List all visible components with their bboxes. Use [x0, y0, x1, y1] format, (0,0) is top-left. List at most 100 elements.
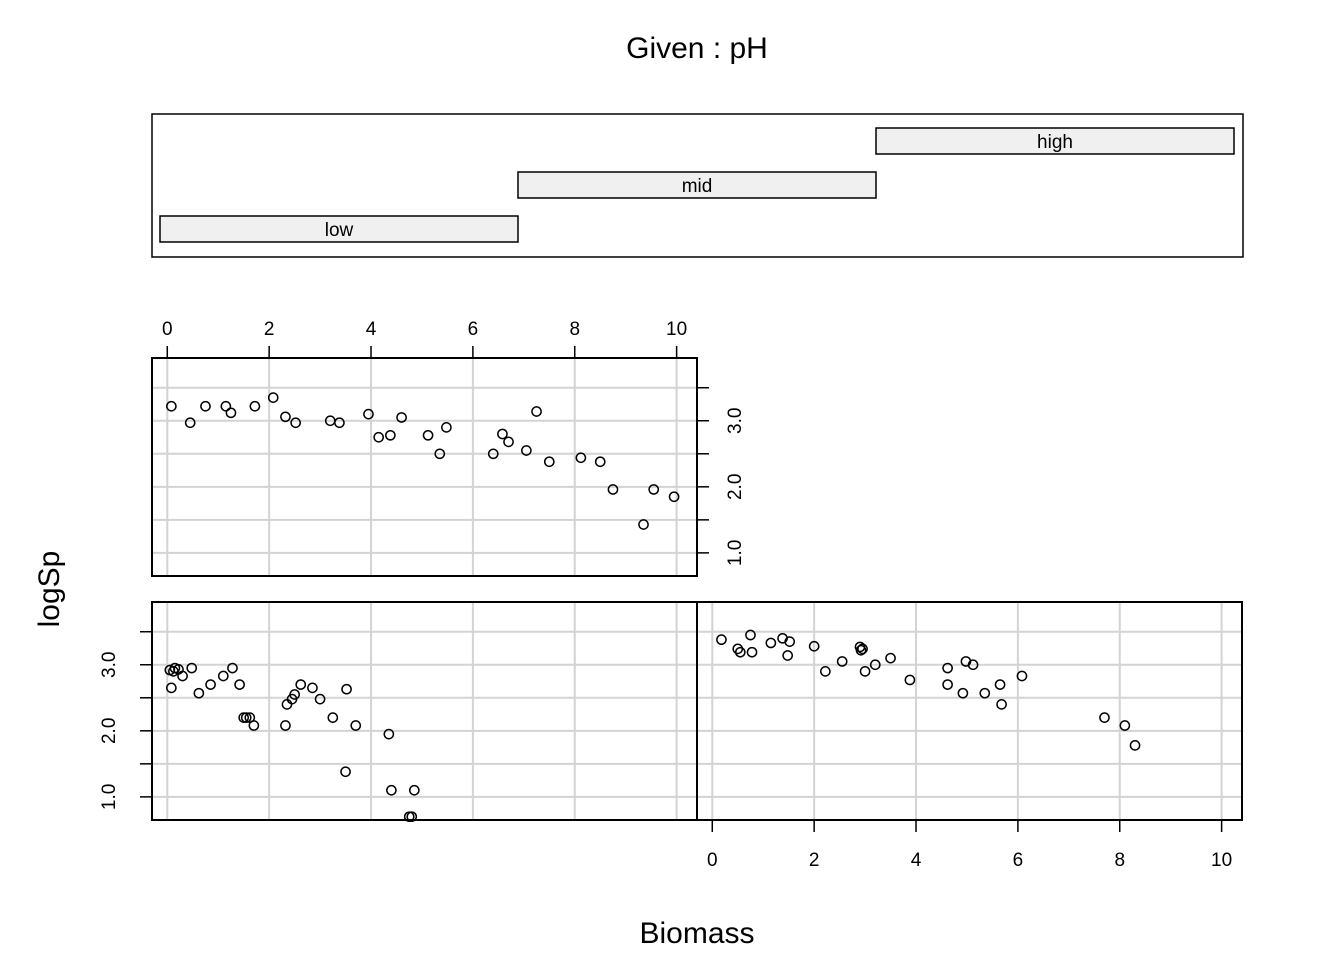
data-point [859, 666, 871, 677]
data-point [166, 682, 177, 694]
data-point [225, 407, 237, 419]
x-tick-label: 4 [911, 850, 922, 871]
x-tick-label: 2 [264, 319, 275, 340]
data-point [745, 629, 756, 641]
data-point [808, 640, 820, 652]
data-point [350, 720, 362, 731]
data-point [314, 693, 326, 705]
data-point [996, 699, 1007, 710]
data-point [434, 448, 446, 460]
data-point [307, 682, 318, 694]
data-point [205, 679, 216, 690]
data-point [240, 712, 252, 723]
y-tick-label: 2.0 [725, 474, 746, 500]
panel-frame-low [151, 601, 698, 821]
data-point [200, 400, 211, 412]
given-panel-frame [151, 113, 1244, 258]
data-point [531, 406, 542, 417]
scatter-panels [151, 357, 1243, 823]
panel-high [696, 601, 1243, 821]
data-point [942, 662, 953, 674]
data-point [857, 643, 868, 655]
data-point [280, 411, 291, 423]
panel-frame-high [696, 601, 1243, 821]
x-tick-label: 8 [1114, 850, 1125, 871]
data-point [765, 637, 777, 649]
data-point [904, 674, 916, 686]
data-point [408, 784, 420, 796]
data-point [385, 429, 396, 441]
data-point [281, 699, 293, 710]
data-point [732, 643, 744, 655]
data-point [497, 428, 508, 440]
data-point [217, 670, 229, 682]
data-point [227, 662, 238, 674]
data-point [334, 417, 345, 429]
data-point [1129, 740, 1141, 751]
x-tick-label: 10 [666, 319, 687, 340]
data-point [341, 683, 352, 695]
data-point [441, 422, 452, 433]
data-point [957, 687, 969, 699]
data-point [855, 644, 867, 656]
data-point [638, 519, 649, 530]
data-point [396, 412, 407, 423]
data-point [782, 650, 794, 661]
data-point [267, 392, 279, 403]
panel-frame-mid [151, 357, 698, 577]
x-tick-label: 0 [162, 319, 173, 340]
data-point [784, 636, 796, 647]
data-point [869, 659, 881, 671]
y-tick-label: 3.0 [725, 408, 746, 434]
data-point [994, 679, 1006, 690]
data-point [363, 408, 374, 420]
given-bar-label-low: low [325, 220, 354, 241]
data-point [487, 448, 499, 460]
data-point [280, 720, 291, 731]
x-tick-label: 8 [569, 319, 580, 340]
panel-mid [151, 357, 698, 577]
y-tick-label: 3.0 [99, 652, 120, 678]
y-tick-label: 2.0 [99, 718, 120, 744]
given-bar-high [875, 127, 1235, 155]
x-tick-label: 6 [468, 319, 479, 340]
data-point [668, 491, 680, 503]
data-point [289, 689, 300, 700]
data-point [248, 720, 260, 731]
data-point [1099, 712, 1110, 723]
data-point [734, 646, 746, 658]
x-tick-label: 2 [809, 850, 820, 871]
data-point [249, 400, 261, 412]
data-point [383, 728, 395, 740]
data-point [295, 679, 307, 690]
data-point [386, 784, 397, 796]
data-point [1016, 670, 1028, 682]
data-point [543, 456, 555, 468]
given-bar-mid [517, 171, 877, 199]
data-point [422, 429, 434, 441]
data-point [716, 634, 727, 646]
data-point [942, 679, 953, 690]
data-point [885, 652, 896, 664]
data-point [967, 659, 979, 671]
chart-title: Given : pH [626, 32, 768, 65]
data-point [979, 687, 991, 699]
data-point [836, 656, 848, 667]
data-point [575, 452, 587, 464]
axes: 0 2 4 6 8 10 0 2 4 6 8 10 1.0 2.0 3.0 1.0 2.0 3.0 [99, 319, 1232, 871]
data-point [521, 445, 532, 456]
data-point [186, 662, 198, 674]
x-tick-label: 10 [1211, 850, 1232, 871]
data-point [166, 400, 177, 412]
y-tick-label: 1.0 [99, 784, 120, 810]
given-bar-label-high: high [1037, 132, 1073, 153]
given-bars-panel: low mid high [151, 113, 1244, 258]
y-axis-label: logSp [33, 551, 66, 628]
data-point [594, 456, 606, 468]
data-point [220, 400, 232, 412]
data-point [373, 431, 385, 443]
data-point [193, 687, 205, 699]
y-tick-label: 1.0 [725, 540, 746, 566]
given-bar-label-mid: mid [682, 176, 713, 197]
